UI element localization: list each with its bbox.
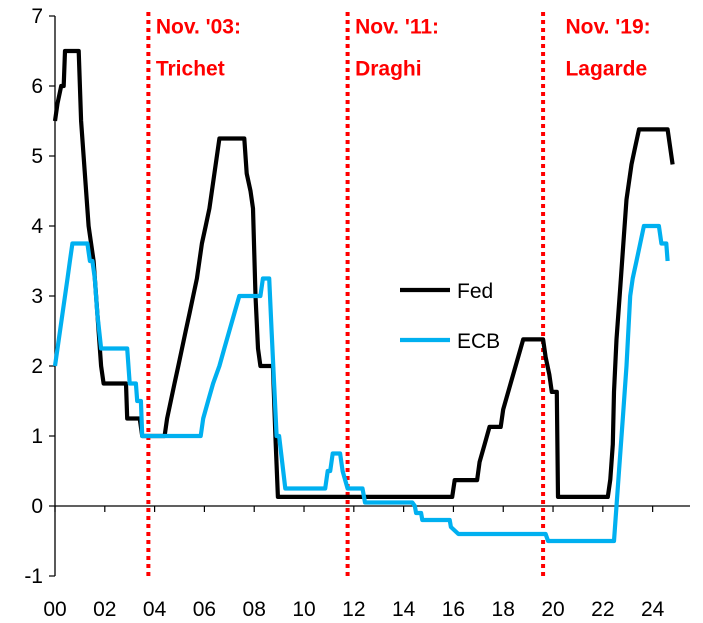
x-tick-label: 16 — [442, 598, 465, 621]
y-tick-label: 3 — [31, 285, 43, 308]
x-tick-label: 02 — [93, 598, 116, 621]
y-tick-label: -1 — [24, 565, 43, 588]
series-lines — [52, 48, 675, 544]
y-tick-label: 0 — [31, 495, 43, 518]
y-tick-label: 1 — [31, 425, 43, 448]
x-tick-label: 24 — [641, 598, 665, 621]
annotation-label: Trichet — [156, 58, 225, 81]
legend-label-ecb: ECB — [457, 330, 500, 353]
annotation-label: Draghi — [355, 58, 422, 81]
annotation-label: Lagarde — [565, 58, 647, 81]
x-tick-label: 06 — [193, 598, 216, 621]
annotations: Nov. '03: Trichet Nov. '11: Draghi Nov. '19:… — [156, 16, 651, 81]
x-tick-label: 20 — [541, 598, 564, 621]
x-tick-label: 04 — [143, 598, 167, 621]
y-tick-label: 6 — [31, 75, 43, 98]
series-line-ecb — [52, 223, 670, 544]
x-tick-label: 18 — [492, 598, 515, 621]
x-tick-label: 10 — [292, 598, 315, 621]
y-tick-label: 7 — [31, 5, 43, 28]
x-tick-label: 00 — [43, 598, 66, 621]
y-tick-label: 4 — [31, 215, 43, 238]
governor-change-lines — [146, 12, 546, 576]
y-tick-label: 2 — [31, 355, 43, 378]
annotation-label: Nov. '19: — [565, 16, 650, 39]
x-tick-label: 12 — [342, 598, 365, 621]
legend: Fed ECB — [400, 280, 500, 353]
y-tick-label: 5 — [31, 145, 43, 168]
annotation-label: Nov. '03: — [156, 16, 241, 39]
x-tick-label: 22 — [591, 598, 614, 621]
x-tick-label: 14 — [392, 598, 416, 621]
legend-label-fed: Fed — [457, 280, 493, 303]
x-tick-label: 08 — [243, 598, 266, 621]
annotation-label: Nov. '11: — [355, 16, 439, 39]
